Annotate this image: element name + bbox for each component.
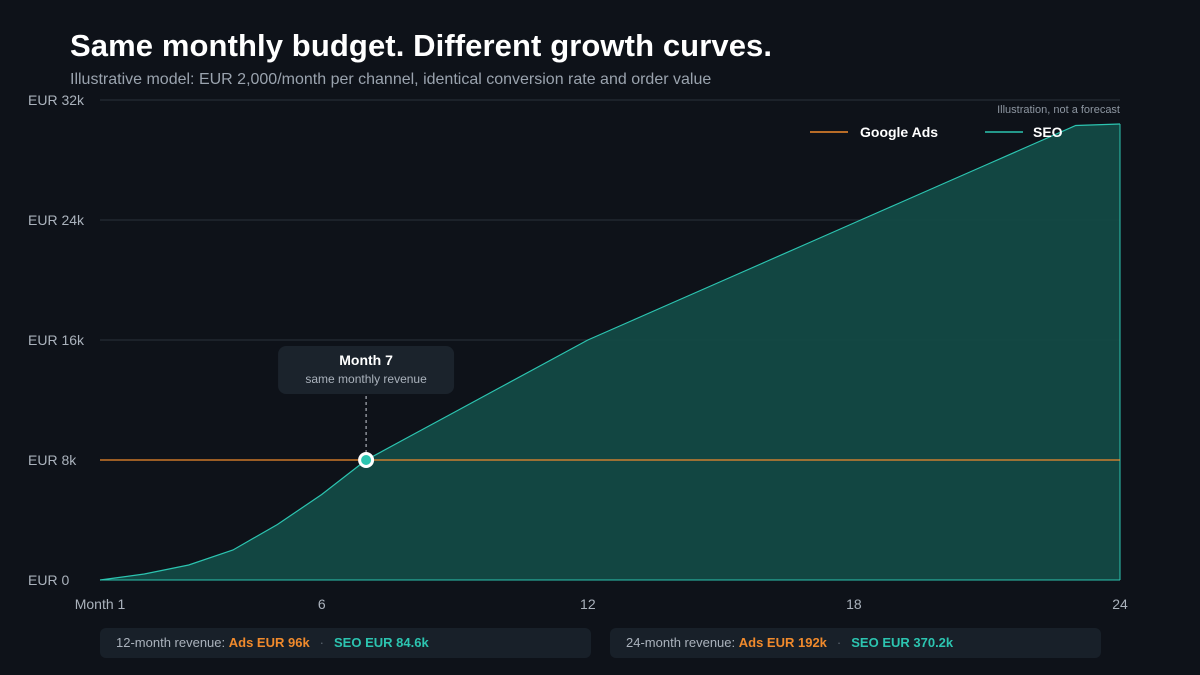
- chart-title: Same monthly budget. Different growth cu…: [70, 28, 773, 63]
- y-tick-label: EUR 8k: [28, 452, 77, 468]
- illustration-note: Illustration, not a forecast: [997, 104, 1120, 116]
- y-tick-label: EUR 0: [28, 572, 69, 588]
- y-tick-label: EUR 32k: [28, 92, 85, 108]
- x-tick-label: 24: [1112, 596, 1128, 612]
- y-tick-label: EUR 16k: [28, 332, 85, 348]
- summary-24-label: 24-month revenue:: [626, 635, 736, 650]
- x-tick-label: Month 1: [75, 596, 126, 612]
- y-tick-label: EUR 24k: [28, 212, 85, 228]
- chart-subtitle: Illustrative model: EUR 2,000/month per …: [70, 71, 712, 88]
- summary-12-month: 12-month revenue: Ads EUR 96k · SEO EUR 84…: [100, 628, 591, 658]
- crossover-marker: [361, 455, 372, 465]
- summary-24-seo: SEO EUR 370.2k: [851, 635, 954, 650]
- annotation-box: [278, 346, 455, 394]
- separator-dot: ·: [836, 635, 842, 650]
- summary-12-ads: Ads EUR 96k: [228, 635, 310, 650]
- x-tick-label: 6: [318, 596, 326, 612]
- summary-24-month: 24-month revenue: Ads EUR 192k · SEO EUR 3…: [610, 628, 1101, 658]
- separator-dot: ·: [319, 635, 325, 650]
- annotation-title: Month 7: [339, 352, 393, 368]
- annotation-subtitle: same monthly revenue: [305, 372, 427, 386]
- summary-12-seo: SEO EUR 84.6k: [334, 635, 429, 650]
- legend-label-seo: SEO: [1033, 124, 1063, 140]
- summary-24-ads: Ads EUR 192k: [738, 635, 827, 650]
- seo-area: [100, 124, 1120, 580]
- x-tick-label: 18: [846, 596, 862, 612]
- x-tick-label: 12: [580, 596, 596, 612]
- seo-line: [99, 123, 1121, 581]
- legend-label-ads: Google Ads: [860, 124, 938, 140]
- summary-12-label: 12-month revenue:: [116, 635, 226, 650]
